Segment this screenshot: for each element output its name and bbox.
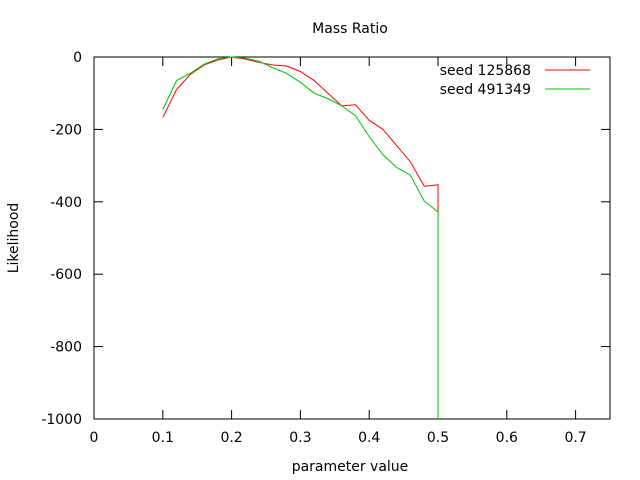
series-layer bbox=[162, 56, 439, 419]
plot-frame bbox=[93, 56, 611, 420]
x-tick-label: 0.3 bbox=[289, 430, 311, 446]
legend: seed 125868 seed 491349 bbox=[440, 63, 590, 98]
chart-title: Mass Ratio bbox=[312, 21, 388, 37]
x-tick-label: 0.4 bbox=[358, 430, 380, 446]
x-axis: 0 0.1 0.2 0.3 0.4 0.5 0.6 0.7 bbox=[90, 57, 587, 446]
x-tick-label: 0.2 bbox=[220, 430, 242, 446]
legend-label: seed 125868 bbox=[440, 63, 531, 79]
x-tick-label: 0 bbox=[90, 430, 99, 446]
x-tick-label: 0.1 bbox=[152, 430, 174, 446]
x-tick-label: 0.7 bbox=[564, 430, 586, 446]
legend-label: seed 491349 bbox=[440, 82, 531, 98]
x-axis-label: parameter value bbox=[292, 459, 409, 475]
y-tick-label: -400 bbox=[50, 195, 82, 211]
y-axis-label: Likelihood bbox=[6, 203, 22, 274]
series-line-1 bbox=[162, 56, 439, 212]
plot-area bbox=[93, 56, 611, 420]
y-axis: 0 -200 -400 -600 -800 -1000 bbox=[41, 50, 610, 428]
y-tick-label: 0 bbox=[73, 50, 82, 66]
y-tick-label: -600 bbox=[50, 267, 82, 283]
series-line-2 bbox=[162, 56, 439, 419]
x-tick-label: 0.5 bbox=[427, 430, 449, 446]
y-tick-label: -200 bbox=[50, 122, 82, 138]
x-tick-label: 0.6 bbox=[496, 430, 518, 446]
y-tick-label: -800 bbox=[50, 340, 82, 356]
y-tick-label: -1000 bbox=[41, 412, 82, 428]
